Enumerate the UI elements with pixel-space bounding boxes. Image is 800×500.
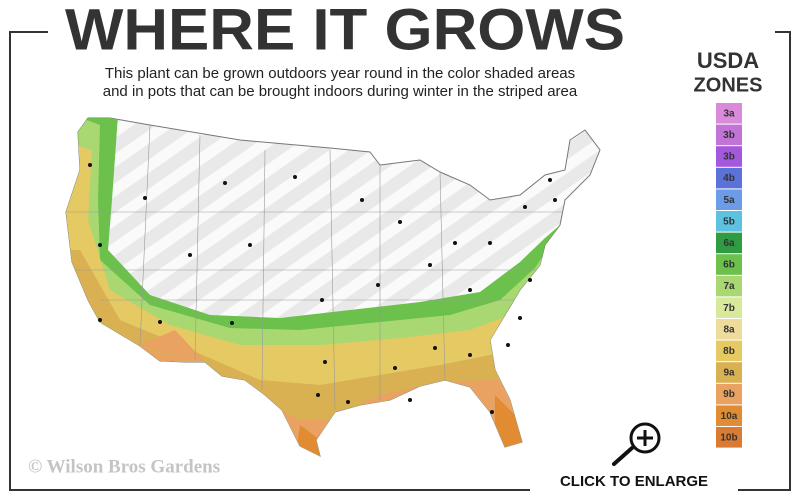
- zone-label: 3b: [723, 130, 735, 141]
- zone-swatch: [716, 254, 742, 275]
- zone-swatch: [716, 211, 742, 232]
- zone-swatch: [716, 427, 742, 448]
- subtitle: This plant can be grown outdoors year ro…: [105, 65, 575, 82]
- zone-swatch: [716, 383, 742, 405]
- zone-swatch: [716, 275, 742, 297]
- zone-swatch: [716, 319, 742, 340]
- zone-swatch: [716, 362, 742, 383]
- zone-swatch: [716, 340, 742, 362]
- zone-label: 6b: [723, 260, 735, 271]
- enlarge-label[interactable]: CLICK TO ENLARGE: [560, 473, 708, 490]
- zone-label: 10a: [721, 411, 738, 422]
- zone-label: 3a: [723, 108, 735, 119]
- zone-swatch: [716, 124, 742, 146]
- copyright: © Wilson Bros Gardens: [28, 456, 220, 477]
- enlarge-button[interactable]: CLICK TO ENLARGE: [560, 422, 708, 490]
- zone-swatch: [716, 232, 742, 254]
- zone-swatch: [716, 405, 742, 426]
- title: WHERE IT GROWS: [65, 0, 625, 62]
- map: [65, 117, 601, 457]
- zone-swatch: [716, 103, 742, 124]
- subtitle: and in pots that can be brought indoors …: [103, 83, 578, 100]
- frame: [9, 31, 791, 491]
- zone-label: 9b: [723, 389, 735, 400]
- zone-label: 7b: [723, 303, 735, 314]
- zone-label: 9a: [723, 368, 735, 379]
- zone-swatch: [716, 167, 742, 189]
- legend-title: ZONES: [694, 74, 763, 96]
- legend: USDA ZONES 3a 3b 3b 4b 5a 5b 6a 6b 7a 7b 8a 8b 9a 9b 1…: [694, 48, 763, 448]
- zone-label: 7a: [723, 281, 735, 292]
- zone-label: 5b: [723, 216, 735, 227]
- zone-swatch: [716, 189, 742, 210]
- legend-title: USDA: [697, 48, 759, 73]
- zone-label: 6a: [723, 238, 735, 249]
- zone-label: 5a: [723, 195, 735, 206]
- zone-swatch: [716, 297, 742, 318]
- zone-label: 3b: [723, 152, 735, 163]
- zone-label: 8a: [723, 324, 735, 335]
- zone-swatch: [716, 146, 742, 167]
- zone-label: 10b: [720, 432, 737, 443]
- zone-label: 8b: [723, 346, 735, 357]
- zone-label: 4b: [723, 173, 735, 184]
